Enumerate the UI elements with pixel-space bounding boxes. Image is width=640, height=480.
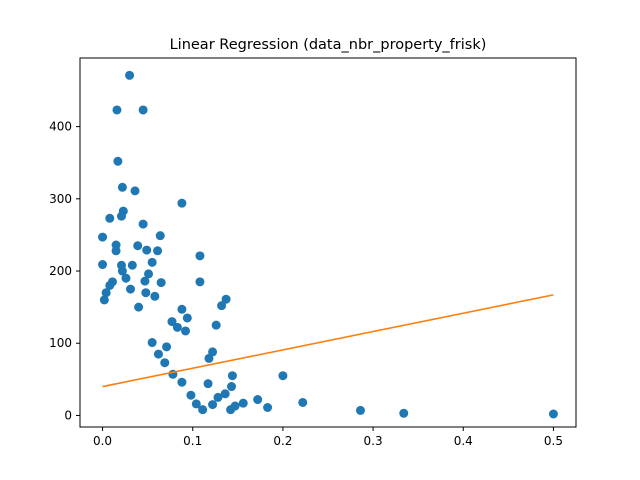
data-point <box>162 342 172 352</box>
x-tick-label: 0.4 <box>454 434 473 448</box>
data-point <box>548 409 558 419</box>
data-point <box>177 198 187 208</box>
x-tick-label: 0.3 <box>364 434 383 448</box>
data-point <box>153 246 163 256</box>
data-point <box>220 389 230 399</box>
data-point <box>113 156 123 166</box>
data-point <box>167 317 177 327</box>
y-tick-label: 200 <box>49 264 72 278</box>
data-point <box>105 213 115 223</box>
axes: 0.0 0.1 0.2 0.3 0.4 0.5 0 100 200 300 400 <box>49 120 563 448</box>
data-point <box>117 182 127 192</box>
data-point <box>125 70 135 80</box>
data-point <box>298 397 308 407</box>
data-point <box>195 251 205 261</box>
x-tick-label: 0.2 <box>273 434 292 448</box>
data-point <box>134 302 144 312</box>
y-tick-label: 100 <box>49 336 72 350</box>
data-point <box>177 304 187 314</box>
data-point <box>98 232 108 242</box>
data-point <box>98 260 108 270</box>
data-point <box>111 246 121 256</box>
data-point <box>355 405 365 415</box>
data-point <box>155 231 165 241</box>
data-point <box>172 322 182 332</box>
y-tick-label: 0 <box>64 408 72 422</box>
data-point <box>182 313 192 323</box>
data-point <box>138 105 148 115</box>
data-point <box>160 358 170 368</box>
x-tick-label: 0.5 <box>544 434 563 448</box>
data-point <box>101 288 111 298</box>
data-point <box>253 395 263 405</box>
data-point <box>127 260 137 270</box>
data-point <box>226 405 236 415</box>
data-point <box>208 400 218 410</box>
regression-line <box>102 294 554 388</box>
data-point <box>203 379 213 389</box>
plot-area <box>98 70 558 419</box>
chart-title: Linear Regression (data_nbr_property_fri… <box>170 37 487 53</box>
data-point <box>126 284 135 294</box>
data-point <box>142 245 152 255</box>
data-point <box>227 371 237 381</box>
data-point <box>121 273 131 283</box>
data-point <box>399 408 409 418</box>
data-point <box>105 280 115 290</box>
data-point <box>140 276 150 286</box>
data-point <box>153 349 163 359</box>
data-point <box>186 390 196 400</box>
x-tick-label: 0.1 <box>183 434 202 448</box>
y-tick-label: 400 <box>49 120 72 134</box>
data-point <box>177 377 187 387</box>
data-point <box>211 320 221 330</box>
data-point <box>213 392 223 402</box>
data-point <box>204 353 214 363</box>
data-point <box>144 269 154 279</box>
data-point <box>263 403 273 412</box>
data-point <box>150 291 160 301</box>
data-point <box>195 277 205 287</box>
data-point <box>221 294 231 304</box>
data-point <box>191 399 201 409</box>
data-point <box>278 371 288 381</box>
data-point <box>217 301 227 311</box>
data-point <box>147 257 157 267</box>
data-point <box>181 326 191 336</box>
data-point <box>99 295 109 305</box>
data-point <box>112 105 122 115</box>
data-point <box>138 219 148 229</box>
data-point <box>227 382 237 392</box>
data-point <box>116 211 126 221</box>
data-point <box>147 338 157 348</box>
data-point <box>130 186 140 196</box>
data-point <box>133 241 143 251</box>
data-point <box>117 266 127 276</box>
data-point <box>198 405 208 415</box>
x-tick-label: 0.0 <box>93 434 112 448</box>
data-point <box>238 398 248 408</box>
data-point <box>141 288 151 298</box>
plot-frame <box>79 57 577 428</box>
data-point <box>156 278 166 288</box>
y-tick-label: 300 <box>49 192 72 206</box>
